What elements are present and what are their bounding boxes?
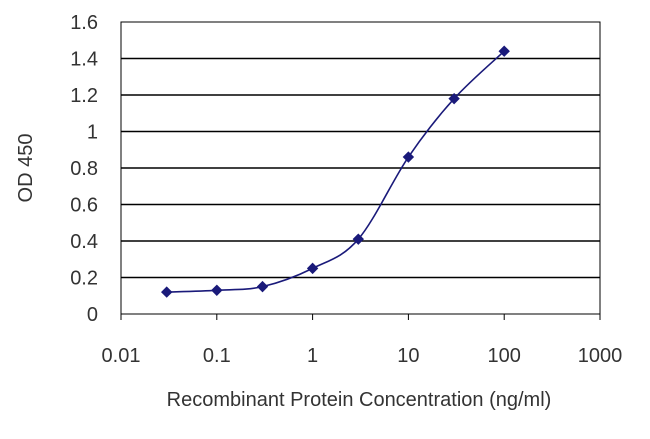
y-tick-label: 1	[87, 122, 98, 144]
y-tick-labels: 0 0.2 0.4 0.6 0.8 1 1.2 1.4 1.6	[70, 12, 98, 326]
data-point	[306, 262, 319, 275]
x-tick-label: 1000	[578, 345, 623, 367]
x-tick-label: 10	[397, 345, 419, 367]
y-tick-label: 0	[87, 304, 98, 326]
y-tick-label: 1.6	[70, 12, 98, 34]
data-point	[161, 286, 173, 298]
data-point	[498, 45, 510, 57]
x-tick-labels: 0.01 0.1 1 10 100 1000	[102, 345, 623, 367]
x-ticks	[120, 314, 601, 320]
y-tick-label: 0.2	[70, 268, 98, 290]
data-point	[211, 284, 223, 296]
x-axis-title: Recombinant Protein Concentration (ng/ml…	[167, 389, 552, 411]
x-tick-label: 100	[488, 345, 521, 367]
data-point	[256, 280, 269, 293]
data-point	[448, 92, 460, 105]
grid-layer	[121, 57, 600, 279]
y-tick-label: 0.8	[70, 158, 98, 180]
data-point	[402, 151, 415, 163]
y-tick-label: 1.4	[70, 49, 98, 71]
y-tick-label: 0.4	[70, 231, 98, 253]
x-tick-label: 0.01	[102, 345, 141, 367]
series-layer	[161, 45, 510, 298]
x-tick-label: 0.1	[203, 345, 231, 367]
y-tick-label: 1.2	[70, 85, 98, 107]
x-tick-label: 1	[307, 345, 318, 367]
data-point	[352, 233, 365, 245]
y-axis-title: OD 450	[15, 134, 37, 203]
y-tick-label: 0.6	[70, 195, 98, 217]
